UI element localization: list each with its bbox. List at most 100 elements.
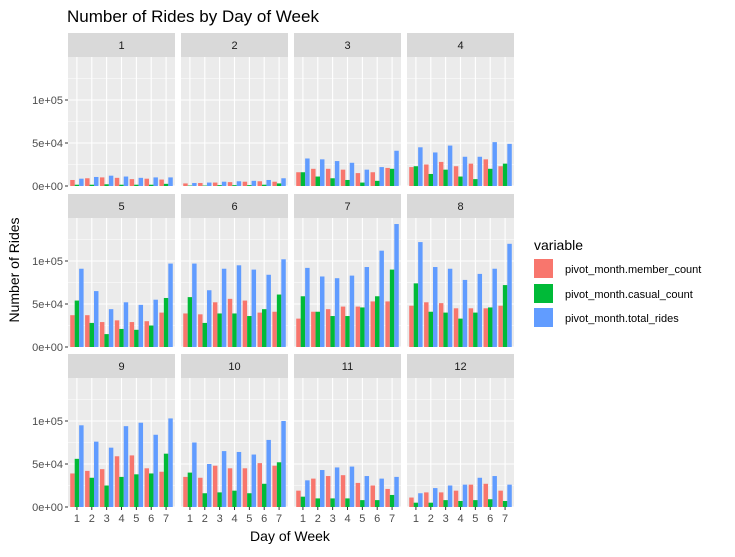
member-bar: [183, 183, 187, 186]
facet-panel-6: 6: [181, 194, 288, 347]
casual-bar: [104, 486, 108, 508]
facet-panel-4: 4: [407, 33, 514, 186]
casual-bar: [203, 493, 207, 507]
casual-bar: [375, 181, 379, 186]
casual-bar: [232, 491, 236, 507]
y-tick-label: 0e+00: [32, 342, 63, 354]
total-bar: [139, 305, 143, 347]
member-bar: [85, 471, 89, 507]
casual-bar: [90, 478, 94, 507]
total-bar: [168, 177, 172, 186]
facet-strip-label: 8: [457, 201, 463, 213]
member-bar: [439, 162, 443, 186]
y-tick-label: 1e+05: [32, 416, 63, 428]
casual-bar: [414, 283, 418, 347]
member-bar: [424, 492, 428, 507]
total-bar: [252, 455, 256, 507]
casual-bar: [164, 454, 168, 507]
facet-strip-label: 11: [342, 361, 353, 373]
member-bar: [484, 159, 488, 186]
casual-bar: [104, 334, 108, 347]
x-tick-label: 4: [231, 513, 237, 525]
total-bar: [335, 278, 339, 347]
total-bar: [94, 442, 98, 507]
member-bar: [385, 301, 389, 347]
facet-strip-label: 7: [344, 201, 350, 213]
member-bar: [213, 466, 217, 507]
member-bar: [183, 313, 187, 347]
member-bar: [385, 168, 389, 186]
x-tick-label: 5: [246, 513, 252, 525]
member-bar: [213, 183, 217, 186]
member-bar: [454, 308, 458, 347]
total-bar: [463, 485, 467, 507]
total-bar: [237, 265, 241, 347]
x-tick-label: 7: [502, 513, 508, 525]
casual-bar: [443, 313, 447, 347]
casual-bar: [301, 497, 305, 507]
x-tick-label: 6: [374, 513, 380, 525]
total-bar: [365, 476, 369, 507]
casual-bar: [217, 492, 221, 507]
member-bar: [296, 491, 300, 507]
y-tick-label: 0e+00: [32, 502, 63, 514]
total-bar: [448, 146, 452, 186]
total-bar: [192, 264, 196, 347]
total-bar: [418, 493, 422, 507]
casual-bar: [217, 313, 221, 347]
casual-bar: [301, 172, 305, 186]
member-bar: [198, 314, 202, 347]
x-tick-label: 7: [163, 513, 169, 525]
casual-bar: [75, 301, 79, 347]
total-bar: [153, 177, 157, 186]
total-bar: [207, 464, 211, 507]
total-bar: [478, 274, 482, 347]
total-bar: [222, 269, 226, 347]
y-tick-label: 5e+04: [32, 138, 63, 150]
total-bar: [192, 443, 196, 508]
total-bar: [448, 486, 452, 508]
total-bar: [379, 251, 383, 347]
facet-strip-label: 12: [454, 361, 466, 373]
casual-bar: [429, 503, 433, 507]
member-bar: [409, 306, 413, 347]
total-bar: [168, 418, 172, 507]
member-bar: [484, 484, 488, 507]
total-bar: [478, 478, 482, 507]
casual-bar: [330, 178, 334, 186]
total-bar: [463, 157, 467, 186]
total-bar: [139, 423, 143, 507]
member-bar: [424, 165, 428, 187]
casual-bar: [503, 501, 507, 507]
facet-strip-label: 4: [457, 40, 463, 52]
total-bar: [281, 178, 285, 186]
casual-bar: [360, 183, 364, 186]
total-bar: [252, 181, 256, 186]
x-tick-label: 4: [344, 513, 350, 525]
casual-bar: [458, 177, 462, 186]
total-bar: [335, 161, 339, 186]
casual-bar: [119, 329, 123, 347]
member-bar: [356, 483, 360, 507]
total-bar: [320, 159, 324, 186]
total-bar: [305, 268, 309, 347]
casual-bar: [414, 166, 418, 186]
total-bar: [94, 177, 98, 186]
legend-title: variable: [534, 237, 583, 253]
total-bar: [305, 158, 309, 186]
total-bar: [79, 269, 83, 347]
member-bar: [311, 312, 315, 347]
casual-bar: [443, 170, 447, 186]
casual-bar: [488, 499, 492, 507]
total-bar: [281, 421, 285, 507]
total-bar: [433, 152, 437, 186]
total-bar: [492, 269, 496, 347]
total-bar: [418, 242, 422, 347]
legend-swatch-total: [534, 308, 553, 327]
casual-bar: [390, 495, 394, 507]
casual-bar: [345, 180, 349, 186]
member-bar: [341, 307, 345, 347]
x-tick-label: 6: [148, 513, 154, 525]
